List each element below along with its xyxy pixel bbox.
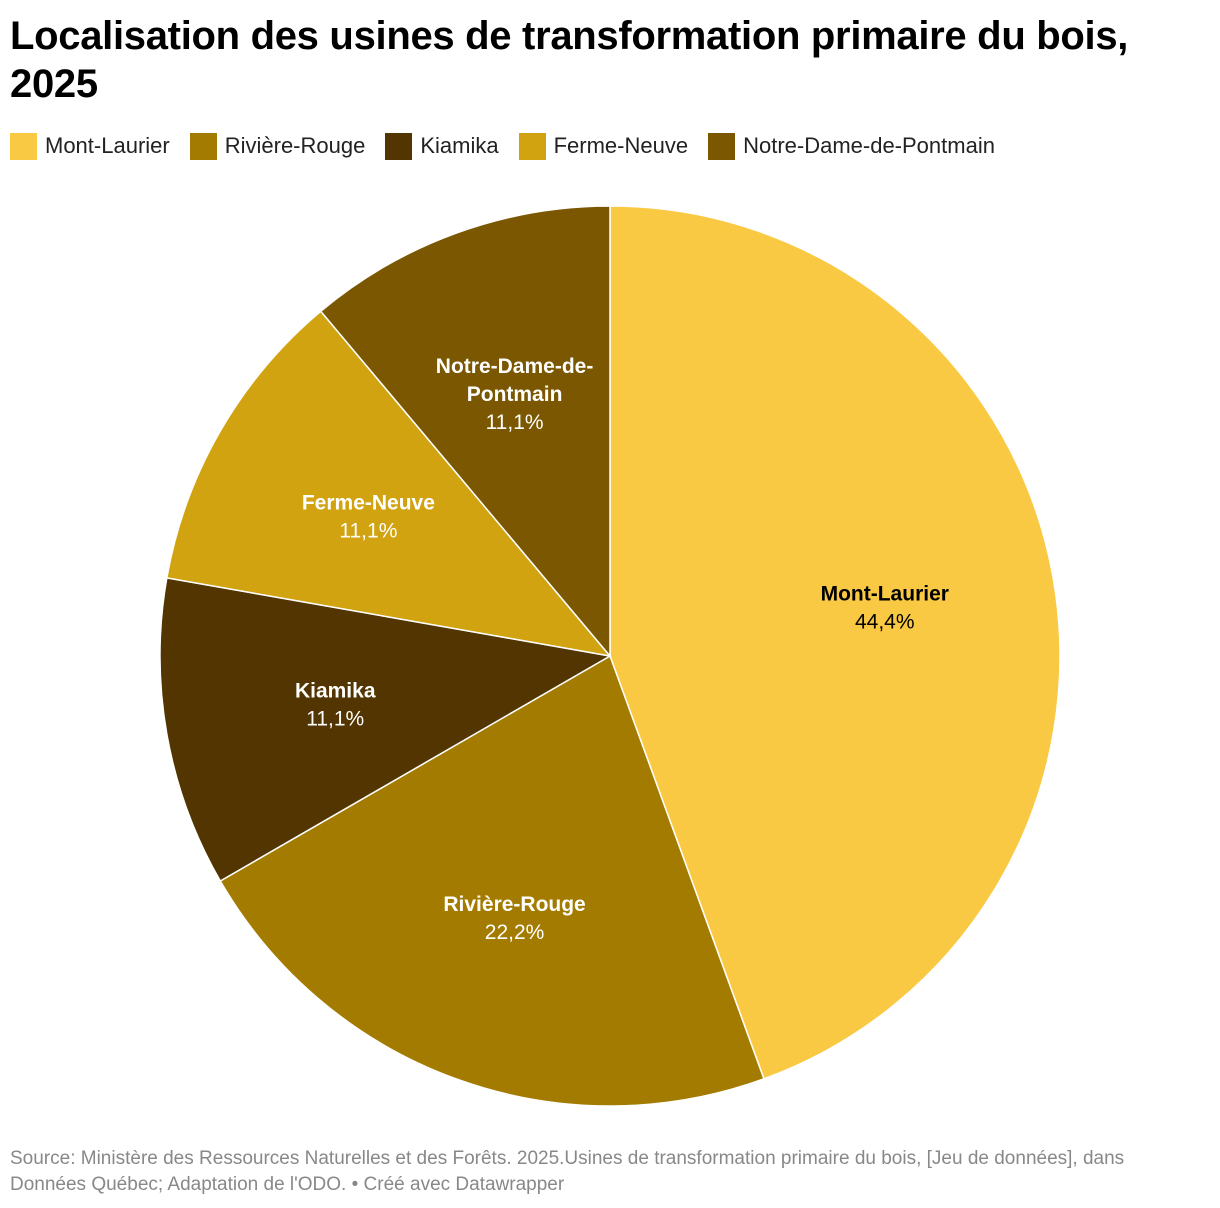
pie-slice-ferme-neuve <box>166 310 611 657</box>
slice-label-name: Kiamika <box>295 679 376 702</box>
slice-label-name: Notre-Dame-de- <box>436 355 594 378</box>
legend-item-kiamika: Kiamika <box>385 131 499 161</box>
legend-swatch-kiamika <box>385 132 413 160</box>
legend-swatch-notre-dame-de-pontmain <box>708 132 736 160</box>
slice-label-name: Pontmain <box>467 383 563 406</box>
chart-title: Localisation des usines de transformatio… <box>10 14 1129 106</box>
legend-swatch-riviere-rouge <box>189 132 217 160</box>
slice-label-value: 11,1% <box>486 411 544 434</box>
pie-chart: Mont-Laurier 44,4% Rivière-Rouge 22,2% Kiami… <box>159 205 1061 1107</box>
legend-swatch-mont-laurier <box>10 132 37 160</box>
pie-slice-notre-dame-de-pontmain <box>319 205 611 657</box>
legend-item-notre-dame-de-pontmain: Notre-Dame-de-Pontmain <box>708 131 995 161</box>
source-note: Source: Ministère des Ressources Naturel… <box>10 1148 1125 1195</box>
pie-slice-mont-laurier <box>609 205 1061 1080</box>
pie-slice-kiamika <box>159 577 611 882</box>
slice-label-kiamika: Kiamika 11,1% <box>295 679 376 730</box>
slice-label-riviere-rouge: Rivière-Rouge 22,2% <box>443 893 585 944</box>
slice-label-name: Rivière-Rouge <box>443 893 585 916</box>
legend-label-riviere-rouge: Rivière-Rouge <box>224 133 366 158</box>
slice-label-value: 11,1% <box>339 520 397 543</box>
slice-label-value: 44,4% <box>855 611 915 634</box>
slice-label-name: Mont-Laurier <box>821 583 949 606</box>
slice-label-ferme-neuve: Ferme-Neuve 11,1% <box>302 492 435 543</box>
legend-item-mont-laurier: Mont-Laurier <box>10 131 170 161</box>
slice-label-value: 22,2% <box>485 921 545 944</box>
legend: Mont-Laurier Rivière-Rouge Kiamika Ferme… <box>10 131 1015 161</box>
legend-swatch-ferme-neuve <box>518 132 546 160</box>
slice-label-notre-dame-de-pontmain: Notre-Dame-de- Pontmain 11,1% <box>436 355 594 434</box>
legend-label-notre-dame-de-pontmain: Notre-Dame-de-Pontmain <box>743 133 995 158</box>
slice-label-name: Ferme-Neuve <box>302 492 435 515</box>
legend-label-mont-laurier: Mont-Laurier <box>45 133 170 158</box>
slice-label-mont-laurier: Mont-Laurier 44,4% <box>821 583 949 634</box>
legend-label-kiamika: Kiamika <box>420 133 499 158</box>
pie-slice-riviere-rouge <box>219 655 765 1107</box>
legend-item-ferme-neuve: Ferme-Neuve <box>518 131 689 161</box>
legend-label-ferme-neuve: Ferme-Neuve <box>553 133 689 158</box>
slice-label-value: 11,1% <box>306 707 364 730</box>
legend-item-riviere-rouge: Rivière-Rouge <box>189 131 366 161</box>
